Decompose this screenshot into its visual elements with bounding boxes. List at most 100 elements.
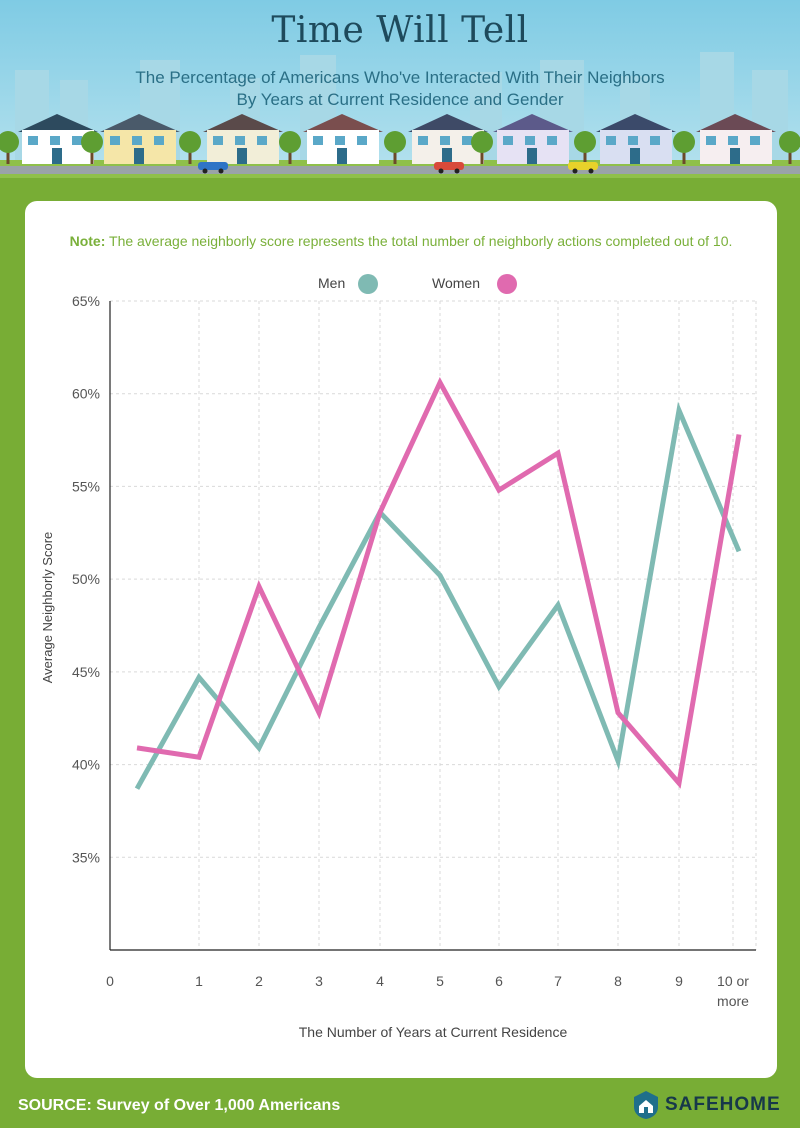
tree [279, 131, 301, 164]
y-tick-label: 60% [72, 386, 100, 402]
house-roof [303, 114, 383, 132]
house-window [628, 136, 638, 145]
car-wheel [218, 168, 224, 174]
car-body [568, 162, 598, 170]
tree [673, 131, 695, 164]
road [0, 166, 800, 174]
house-window [213, 136, 223, 145]
x-tick-label: 10 or more [717, 973, 749, 1009]
tree-crown [673, 131, 695, 153]
house-window [313, 136, 323, 145]
y-tick-label: 50% [72, 571, 100, 587]
house-window [650, 136, 660, 145]
car-wheel [202, 168, 208, 174]
house-window [132, 136, 142, 145]
house-door [134, 148, 144, 164]
tree-crown [471, 131, 493, 153]
house-window [462, 136, 472, 145]
tree-crown [384, 131, 406, 153]
tree [471, 131, 493, 164]
house-window [72, 136, 82, 145]
x-tick-label: 1 [195, 973, 203, 989]
chart-note-text: The average neighborly score represents … [105, 233, 732, 249]
house-window [440, 136, 450, 145]
y-tick-label: 35% [72, 849, 100, 865]
tree-crown [279, 131, 301, 153]
car [198, 162, 228, 174]
house-window [257, 136, 267, 145]
tree-trunk [6, 150, 10, 164]
brand-name: SAFEHOME [665, 1094, 781, 1115]
tree-crown [0, 131, 19, 153]
tree-trunk [682, 150, 686, 164]
page-title: Time Will Tell [271, 10, 529, 51]
house [100, 114, 180, 164]
house [18, 114, 98, 164]
car-body [434, 162, 464, 170]
car-wheel [454, 168, 460, 174]
house [303, 114, 383, 164]
house [493, 114, 573, 164]
line-chart: Note: The average neighborly score repre… [40, 233, 757, 1040]
car-wheel [572, 168, 578, 174]
car-wheel [438, 168, 444, 174]
house-roof [203, 114, 283, 132]
tree-trunk [90, 150, 94, 164]
y-tick-label: 65% [72, 293, 100, 309]
chart-note: Note: The average neighborly score repre… [70, 233, 733, 249]
car [434, 162, 464, 174]
tree [779, 131, 800, 164]
x-tick-label: 3 [315, 973, 323, 989]
x-tick-label: 7 [554, 973, 562, 989]
subtitle-line-1: The Percentage of Americans Who've Inter… [135, 68, 665, 87]
house-door [730, 148, 740, 164]
house-roof [696, 114, 776, 132]
source-note: SOURCE: Survey of Over 1,000 Americans [18, 1097, 341, 1114]
car-body [198, 162, 228, 170]
y-tick-label: 40% [72, 757, 100, 773]
tree [81, 131, 103, 164]
house-window [154, 136, 164, 145]
car-wheel [588, 168, 594, 174]
house-shield-icon [634, 1091, 658, 1119]
house-door [237, 148, 247, 164]
neighborhood-illustration [0, 52, 800, 178]
tree-trunk [583, 150, 587, 164]
house-window [28, 136, 38, 145]
house-window [503, 136, 513, 145]
house-window [525, 136, 535, 145]
tree-trunk [288, 150, 292, 164]
house [596, 114, 676, 164]
house-window [357, 136, 367, 145]
tree-trunk [393, 150, 397, 164]
house-window [418, 136, 428, 145]
x-axis-title: The Number of Years at Current Residence [299, 1024, 568, 1040]
brand-logo: SAFEHOME [633, 1087, 781, 1123]
tree-trunk [480, 150, 484, 164]
tree-crown [574, 131, 596, 153]
x-tick-label: 2 [255, 973, 263, 989]
tree-trunk [788, 150, 792, 164]
house-window [706, 136, 716, 145]
x-tick-label: 0 [106, 973, 114, 989]
y-tick-label: 55% [72, 478, 100, 494]
tree [384, 131, 406, 164]
house [408, 114, 488, 164]
house-roof [100, 114, 180, 132]
house-door [630, 148, 640, 164]
house-window [606, 136, 616, 145]
house-roof [408, 114, 488, 132]
x-tick-label: 8 [614, 973, 622, 989]
house-window [335, 136, 345, 145]
legend-dot-men [358, 274, 378, 294]
house [696, 114, 776, 164]
y-tick-label: 45% [72, 664, 100, 680]
tree [0, 131, 19, 164]
tree-trunk [188, 150, 192, 164]
house-roof [493, 114, 573, 132]
tree-crown [179, 131, 201, 153]
house [203, 114, 283, 164]
x-tick-label: 5 [436, 973, 444, 989]
house-window [547, 136, 557, 145]
house-window [750, 136, 760, 145]
